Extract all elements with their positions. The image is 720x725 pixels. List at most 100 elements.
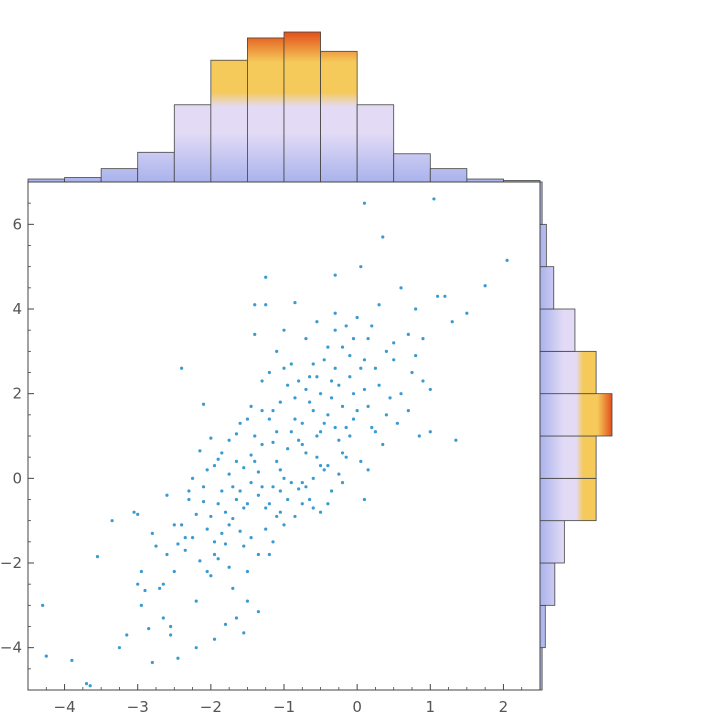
scatter-point	[44, 654, 48, 658]
scatter-point	[297, 379, 301, 383]
x-hist-bar	[283, 31, 321, 183]
scatter-point	[315, 375, 319, 379]
scatter-point	[154, 544, 158, 548]
scatter-point	[180, 523, 184, 527]
x-tick-label: −4	[54, 698, 76, 716]
scatter-point	[198, 449, 202, 453]
scatter-point	[304, 337, 308, 341]
scatter-point	[421, 337, 425, 341]
scatter-point	[95, 555, 100, 559]
scatter-point	[212, 637, 217, 641]
x-hist-bar	[247, 37, 285, 183]
scatter-point	[271, 440, 275, 444]
scatter-point	[201, 485, 206, 489]
scatter-point	[194, 599, 198, 603]
scatter-point	[318, 430, 323, 434]
scatter-point	[216, 557, 220, 561]
scatter-point	[125, 633, 129, 637]
scatter-point	[311, 362, 315, 366]
scatter-point	[172, 569, 176, 574]
scatter-point	[253, 332, 257, 336]
scatter-point	[176, 656, 180, 660]
scatter-point	[132, 510, 136, 514]
scatter-point	[293, 417, 297, 421]
top-histogram	[27, 31, 541, 183]
scatter-point	[212, 552, 217, 557]
y-tick-label: 2	[12, 385, 22, 403]
scatter-point	[351, 417, 356, 421]
scatter-point	[260, 442, 264, 447]
scatter-point	[351, 392, 356, 396]
scatter-point	[483, 284, 487, 288]
scatter-point	[377, 303, 381, 307]
scatter-point	[249, 536, 253, 540]
scatter-point	[110, 519, 114, 523]
scatter-point	[169, 633, 173, 637]
x-hist-bar	[173, 104, 212, 183]
scatter-point	[260, 485, 264, 489]
scatter-point	[326, 464, 330, 468]
scatter-point	[194, 646, 198, 650]
scatter-point	[209, 574, 213, 578]
scatter-point	[333, 425, 337, 430]
y-hist-bar	[539, 435, 597, 479]
y-hist-bar	[539, 223, 547, 268]
scatter-point	[315, 320, 319, 324]
scatter-point	[286, 447, 290, 451]
scatter-point	[220, 451, 224, 455]
scatter-point	[436, 294, 440, 298]
scatter-point	[311, 476, 315, 480]
scatter-point	[355, 409, 359, 413]
y-tick-label: 6	[12, 215, 22, 233]
scatter-point	[249, 480, 253, 485]
scatter-point	[238, 529, 242, 533]
scatter-point	[304, 485, 308, 489]
scatter-point	[158, 586, 162, 591]
scatter-point	[340, 345, 345, 349]
scatter-point	[183, 548, 187, 552]
scatter-point	[260, 379, 264, 383]
x-hist-bar	[64, 177, 102, 183]
scatter-point	[231, 586, 235, 591]
x-hist-bar	[210, 59, 248, 183]
scatter-point	[260, 409, 264, 413]
scatter-point	[256, 493, 260, 497]
scatter-point	[150, 660, 154, 665]
scatter-point	[198, 559, 202, 563]
right-histogram	[539, 181, 613, 691]
scatter-point	[337, 383, 341, 387]
scatter-point	[359, 265, 363, 269]
scatter-point	[432, 197, 436, 201]
scatter-point	[278, 489, 282, 493]
scatter-point	[318, 392, 323, 396]
x-hist-bar	[100, 168, 139, 183]
scatter-point	[253, 303, 257, 307]
x-hist-bar	[320, 50, 358, 183]
scatter-point	[406, 332, 410, 336]
scatter-point	[308, 497, 312, 502]
scatter-point	[381, 442, 385, 447]
scatter-point	[304, 451, 308, 455]
scatter-point	[271, 540, 275, 544]
scatter-point	[136, 582, 140, 586]
scatter-point	[450, 320, 454, 324]
scatter-point	[392, 341, 396, 345]
y-hist-bar	[539, 562, 556, 606]
scatter-point	[212, 540, 217, 544]
scatter-point	[322, 468, 326, 472]
scatter-point	[234, 432, 239, 436]
plot-frame	[27, 181, 541, 691]
x-tick-label: −2	[200, 698, 222, 716]
scatter-point	[421, 379, 425, 383]
scatter-point	[326, 413, 330, 417]
scatter-point	[242, 544, 246, 548]
scatter-point	[289, 430, 293, 434]
scatter-point	[417, 434, 421, 438]
scatter-point	[227, 472, 231, 476]
scatter-point	[165, 493, 169, 497]
scatter-point	[318, 510, 323, 514]
scatter-point	[289, 480, 293, 485]
scatter-point	[308, 400, 312, 404]
scatter-point	[414, 307, 418, 311]
scatter-point	[300, 480, 304, 485]
